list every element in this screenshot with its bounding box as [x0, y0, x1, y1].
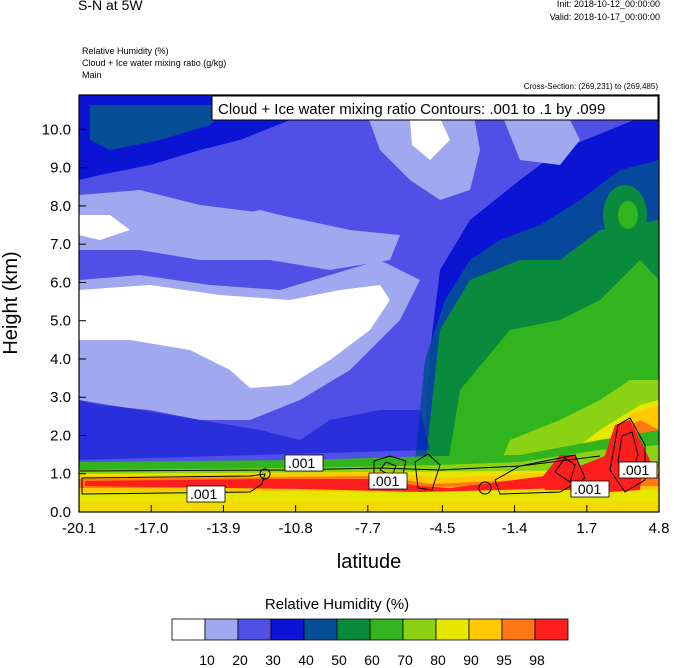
x-tick-label: -17.0 — [134, 520, 168, 537]
x-tick-label: -20.1 — [62, 520, 96, 537]
colorbar-label: 30 — [265, 652, 281, 668]
y-tick-label: 8.0 — [50, 198, 71, 215]
contour-label: .001 — [622, 462, 649, 478]
valid-time: Valid: 2018-10-17_00:00:00 — [549, 12, 660, 22]
plot-frame — [78, 94, 660, 513]
field-name-qcloud: Cloud + Ice water mixing ratio (g/kg) — [82, 58, 227, 68]
contour-info-text: Cloud + Ice water mixing ratio Contours:… — [218, 101, 605, 118]
x-tick-label: -4.5 — [429, 520, 455, 537]
x-tick-label: -1.4 — [502, 520, 528, 537]
y-tick-label: 4.0 — [50, 351, 71, 368]
colorbar-label: 60 — [364, 652, 380, 668]
x-axis-label: latitude — [337, 551, 402, 573]
colorbar — [171, 618, 569, 641]
y-tick-label: 5.0 — [50, 313, 71, 330]
cross-section-info: Cross-Section: (269,231) to (269,485) — [523, 82, 658, 91]
contour-label: .001 — [372, 473, 399, 489]
contour-label: .001 — [190, 486, 217, 502]
y-tick-label: 7.0 — [50, 236, 71, 253]
colorbar-label: 70 — [397, 652, 413, 668]
x-tick-label: -13.9 — [206, 520, 240, 537]
y-tick-label: 1.0 — [50, 466, 71, 483]
x-axis: -20.1 -17.0 -13.9 -10.8 -7.7 -4.5 -1.4 1.7 4.8 — [62, 505, 670, 537]
contour-labels: .001 .001 .001 .001 .001 — [186, 454, 658, 503]
y-axis-label: Height (km) — [0, 251, 22, 354]
x-tick-label: 1.7 — [576, 520, 597, 537]
colorbar-label: 90 — [463, 652, 479, 668]
colorbar-label: 10 — [199, 652, 215, 668]
field-name-main: Main — [82, 70, 102, 80]
y-tick-label: 2.0 — [50, 427, 71, 444]
y-tick-label: 10.0 — [42, 121, 71, 138]
x-tick-label: -10.8 — [279, 520, 313, 537]
x-tick-label: 4.8 — [649, 520, 670, 537]
y-axis: 0.0 1.0 2.0 3.0 4.0 5.0 6.0 7.0 8.0 9.0 10.0 — [42, 121, 86, 521]
y-tick-label: 6.0 — [50, 274, 71, 291]
contour-info-box — [211, 95, 659, 121]
contour-label: .001 — [574, 481, 601, 497]
y-tick-label: 9.0 — [50, 160, 71, 177]
field-name-rh: Relative Humidity (%) — [82, 46, 169, 56]
y-tick-label: 3.0 — [50, 389, 71, 406]
colorbar-label: 40 — [298, 652, 314, 668]
x-tick-label: -7.7 — [355, 520, 381, 537]
contour-label: .001 — [288, 455, 315, 471]
colorbar-label: 98 — [529, 652, 545, 668]
colorbar-label: 80 — [430, 652, 446, 668]
colorbar-swatch — [534, 618, 569, 641]
y-tick-label: 0.0 — [50, 504, 71, 521]
colorbar-title: Relative Humidity (%) — [264, 596, 410, 613]
colorbar-label: 20 — [232, 652, 248, 668]
plot-title: S-N at 5W — [78, 0, 143, 13]
colorbar-label: 50 — [331, 652, 347, 668]
init-time: Init: 2018-10-12_00:00:00 — [556, 0, 660, 9]
colorbar-label: 95 — [496, 652, 512, 668]
